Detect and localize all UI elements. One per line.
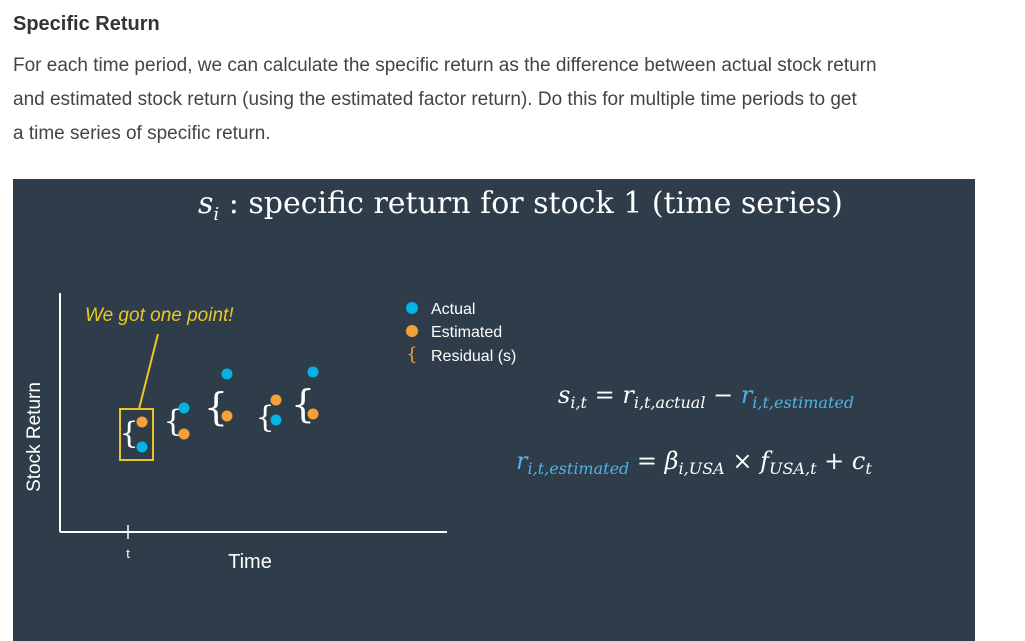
eq2-f-sub: USA,t bbox=[769, 459, 817, 478]
eq2-plus: + bbox=[817, 447, 852, 475]
legend-estimated-marker bbox=[406, 325, 418, 337]
estimated-point bbox=[221, 410, 233, 422]
actual-point bbox=[221, 368, 233, 380]
paragraph-line: and estimated stock return (using the es… bbox=[13, 89, 857, 110]
diagram-title: si : specific return for stock 1 (time s… bbox=[198, 186, 843, 225]
estimated-point bbox=[136, 416, 148, 428]
residual-brace: { bbox=[255, 400, 274, 435]
residual-brace: { bbox=[119, 416, 138, 451]
annotation-text: We got one point! bbox=[85, 305, 234, 326]
residual-brace: { bbox=[163, 404, 182, 439]
legend-residual-marker: { bbox=[406, 344, 417, 365]
eq2-equals: = bbox=[629, 447, 664, 475]
eq1-r-estimated: r bbox=[741, 381, 754, 409]
estimated-point bbox=[270, 394, 282, 406]
estimated-point bbox=[307, 408, 319, 420]
eq2-c-sub: t bbox=[865, 459, 872, 478]
eq1-equals: = bbox=[587, 381, 622, 409]
legend-actual-marker bbox=[406, 302, 418, 314]
legend-estimated-label: Estimated bbox=[431, 324, 502, 341]
eq1-r-estimated-sub: i,t,estimated bbox=[752, 393, 854, 412]
estimated-point bbox=[178, 428, 190, 440]
eq2-times: × bbox=[725, 447, 760, 475]
residual-brace: { bbox=[204, 385, 228, 429]
equation-specific-return: si,t = ri,t,actual − ri,t,estimated bbox=[558, 381, 854, 412]
eq1-minus: − bbox=[705, 381, 740, 409]
eq2-r: r bbox=[516, 447, 529, 475]
actual-point bbox=[270, 414, 282, 426]
x-axis-label: Time bbox=[228, 551, 272, 573]
section-paragraph: For each time period, we can calculate t… bbox=[13, 49, 1003, 151]
residual-brace: { bbox=[291, 382, 315, 426]
diagram-panel: si : specific return for stock 1 (time s… bbox=[13, 179, 975, 641]
eq2-beta-sub: i,USA bbox=[679, 459, 725, 478]
eq1-s: s bbox=[558, 381, 570, 409]
title-subscript: i bbox=[213, 204, 219, 225]
paragraph-line: a time series of specific return. bbox=[13, 123, 271, 144]
equation-estimated-return: ri,t,estimated = βi,USA × fUSA,t + ct bbox=[516, 447, 872, 478]
eq2-r-sub: i,t,estimated bbox=[527, 459, 629, 478]
highlight-box bbox=[119, 408, 154, 461]
section-title: Specific Return bbox=[13, 13, 160, 35]
y-axis-label: Stock Return bbox=[24, 382, 45, 492]
eq1-r: r bbox=[622, 381, 635, 409]
eq2-c: c bbox=[852, 447, 865, 475]
tick-label-t: t bbox=[126, 546, 130, 561]
paragraph-line: For each time period, we can calculate t… bbox=[13, 55, 877, 76]
actual-point bbox=[136, 441, 148, 453]
diagram-svg: si : specific return for stock 1 (time s… bbox=[24, 186, 872, 573]
annotation-pointer bbox=[138, 333, 159, 410]
eq2-beta: β bbox=[664, 447, 679, 475]
eq1-s-sub: i,t bbox=[570, 393, 587, 412]
actual-point bbox=[307, 366, 319, 378]
eq1-r-sub: i,t,actual bbox=[634, 393, 706, 412]
title-symbol: s bbox=[198, 186, 213, 221]
actual-point bbox=[178, 402, 190, 414]
legend-actual-label: Actual bbox=[431, 301, 475, 318]
title-text: : specific return for stock 1 (time seri… bbox=[219, 186, 843, 221]
legend-residual-label: Residual (s) bbox=[431, 348, 516, 365]
